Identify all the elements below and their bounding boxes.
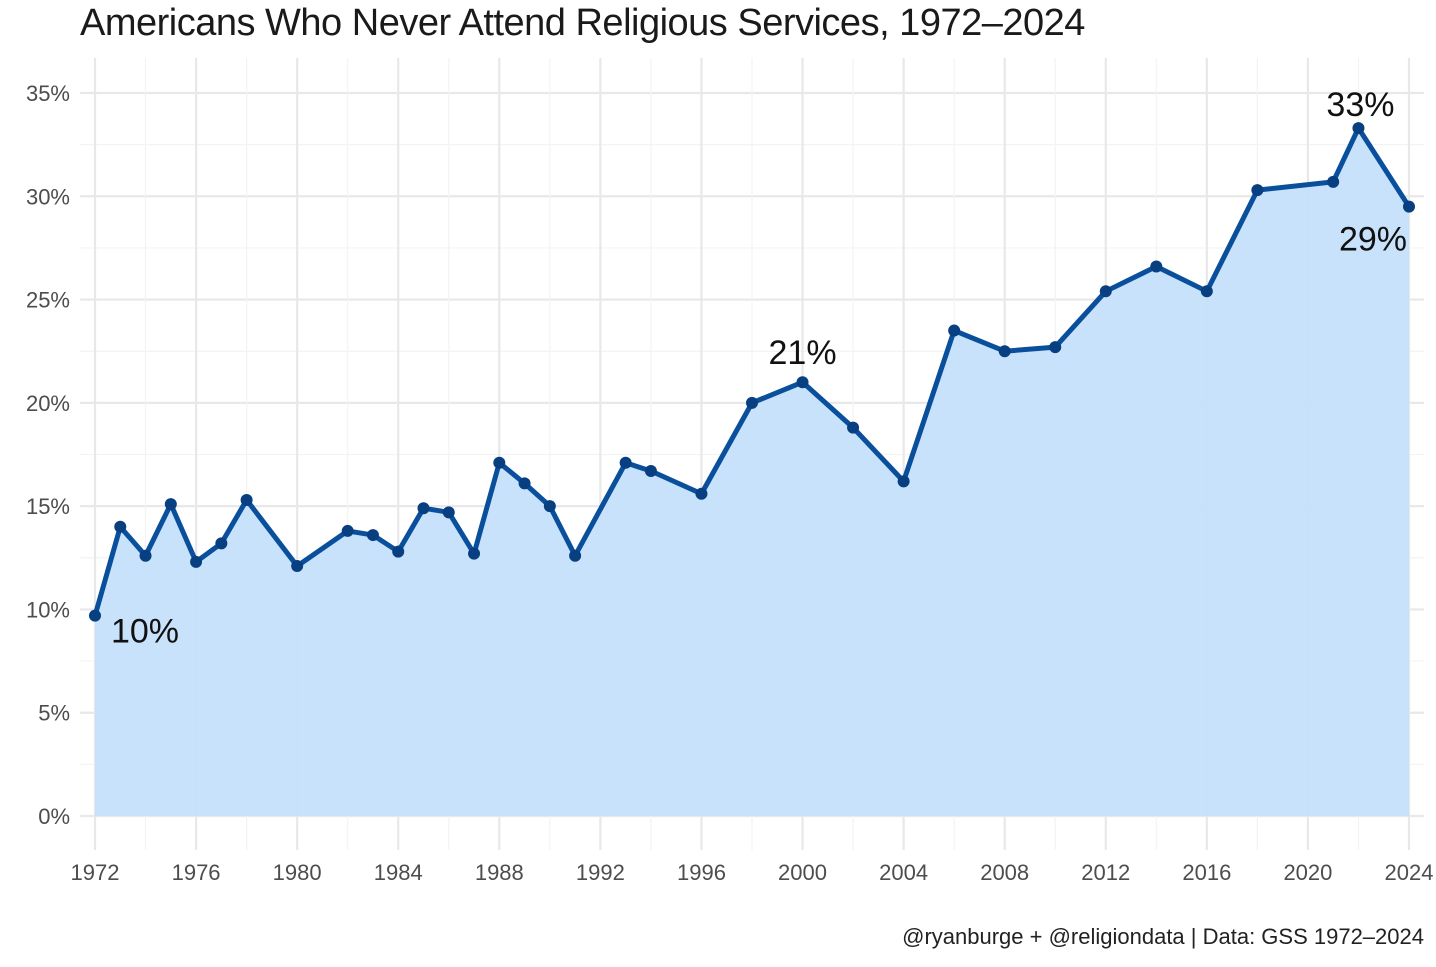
x-tick-label: 2016 (1182, 860, 1231, 885)
data-point (1251, 184, 1264, 197)
x-tick-label: 1984 (374, 860, 423, 885)
data-point (998, 345, 1011, 358)
x-tick-label: 2024 (1385, 860, 1434, 885)
data-point (164, 498, 177, 511)
x-tick-label: 1996 (677, 860, 726, 885)
annotations: 10% 21% 33% 29% (111, 86, 1407, 651)
data-point (746, 396, 758, 409)
data-point (695, 487, 708, 500)
chart-title: Americans Who Never Attend Religious Ser… (80, 2, 1085, 44)
data-point (619, 456, 632, 469)
data-point (493, 456, 506, 469)
data-point (518, 477, 531, 490)
data-point (392, 545, 405, 558)
y-tick-label: 30% (26, 184, 70, 209)
data-point (417, 502, 430, 515)
data-point (89, 609, 101, 622)
x-tick-label: 1972 (71, 860, 120, 885)
x-tick-label: 2000 (778, 860, 827, 885)
series-area (95, 128, 1409, 816)
data-point (1150, 260, 1163, 273)
x-tick-label: 1976 (172, 860, 221, 885)
y-tick-label: 0% (38, 804, 70, 829)
data-point (1099, 285, 1112, 298)
data-point (291, 560, 304, 573)
data-point (366, 529, 379, 542)
data-point (468, 547, 481, 560)
point-layer (89, 122, 1415, 622)
data-point (1352, 122, 1365, 135)
annotation-label: 10% (111, 613, 179, 651)
y-tick-label: 15% (26, 494, 70, 519)
y-tick-label: 20% (26, 391, 70, 416)
y-tick-label: 5% (38, 701, 70, 726)
data-point (543, 500, 556, 513)
x-tick-label: 2012 (1081, 860, 1130, 885)
chart-caption: @ryanburge + @religiondata | Data: GSS 1… (902, 924, 1424, 949)
data-point (139, 549, 152, 562)
x-tick-label: 1988 (475, 860, 524, 885)
data-point (644, 465, 657, 478)
x-axis: 1972 1976 1980 1984 1988 1992 1996 2000 2004 2008… (71, 860, 1434, 885)
y-axis: 0% 5% 10% 15% 20% 25% 30% 35% (26, 81, 70, 829)
data-point (114, 520, 127, 533)
x-tick-label: 2004 (879, 860, 928, 885)
data-point (341, 524, 354, 537)
x-tick-label: 2020 (1283, 860, 1332, 885)
data-point (215, 537, 228, 550)
y-tick-label: 35% (26, 81, 70, 106)
area-layer (95, 128, 1409, 816)
data-point (948, 324, 961, 337)
y-tick-label: 25% (26, 288, 70, 313)
data-point (240, 493, 253, 506)
data-point (569, 549, 582, 562)
annotation-label: 21% (769, 334, 837, 372)
data-point (1403, 200, 1415, 213)
data-point (847, 421, 860, 434)
annotation-label: 33% (1326, 86, 1394, 124)
x-tick-label: 1980 (273, 860, 322, 885)
data-point (1200, 285, 1213, 298)
annotation-label: 29% (1339, 221, 1407, 259)
data-point (1049, 341, 1062, 354)
data-point (796, 376, 809, 389)
data-point (190, 555, 203, 568)
x-tick-label: 2008 (980, 860, 1029, 885)
data-point (442, 506, 455, 519)
x-tick-label: 1992 (576, 860, 625, 885)
data-point (1327, 175, 1340, 188)
y-tick-label: 10% (26, 597, 70, 622)
data-point (897, 475, 910, 488)
